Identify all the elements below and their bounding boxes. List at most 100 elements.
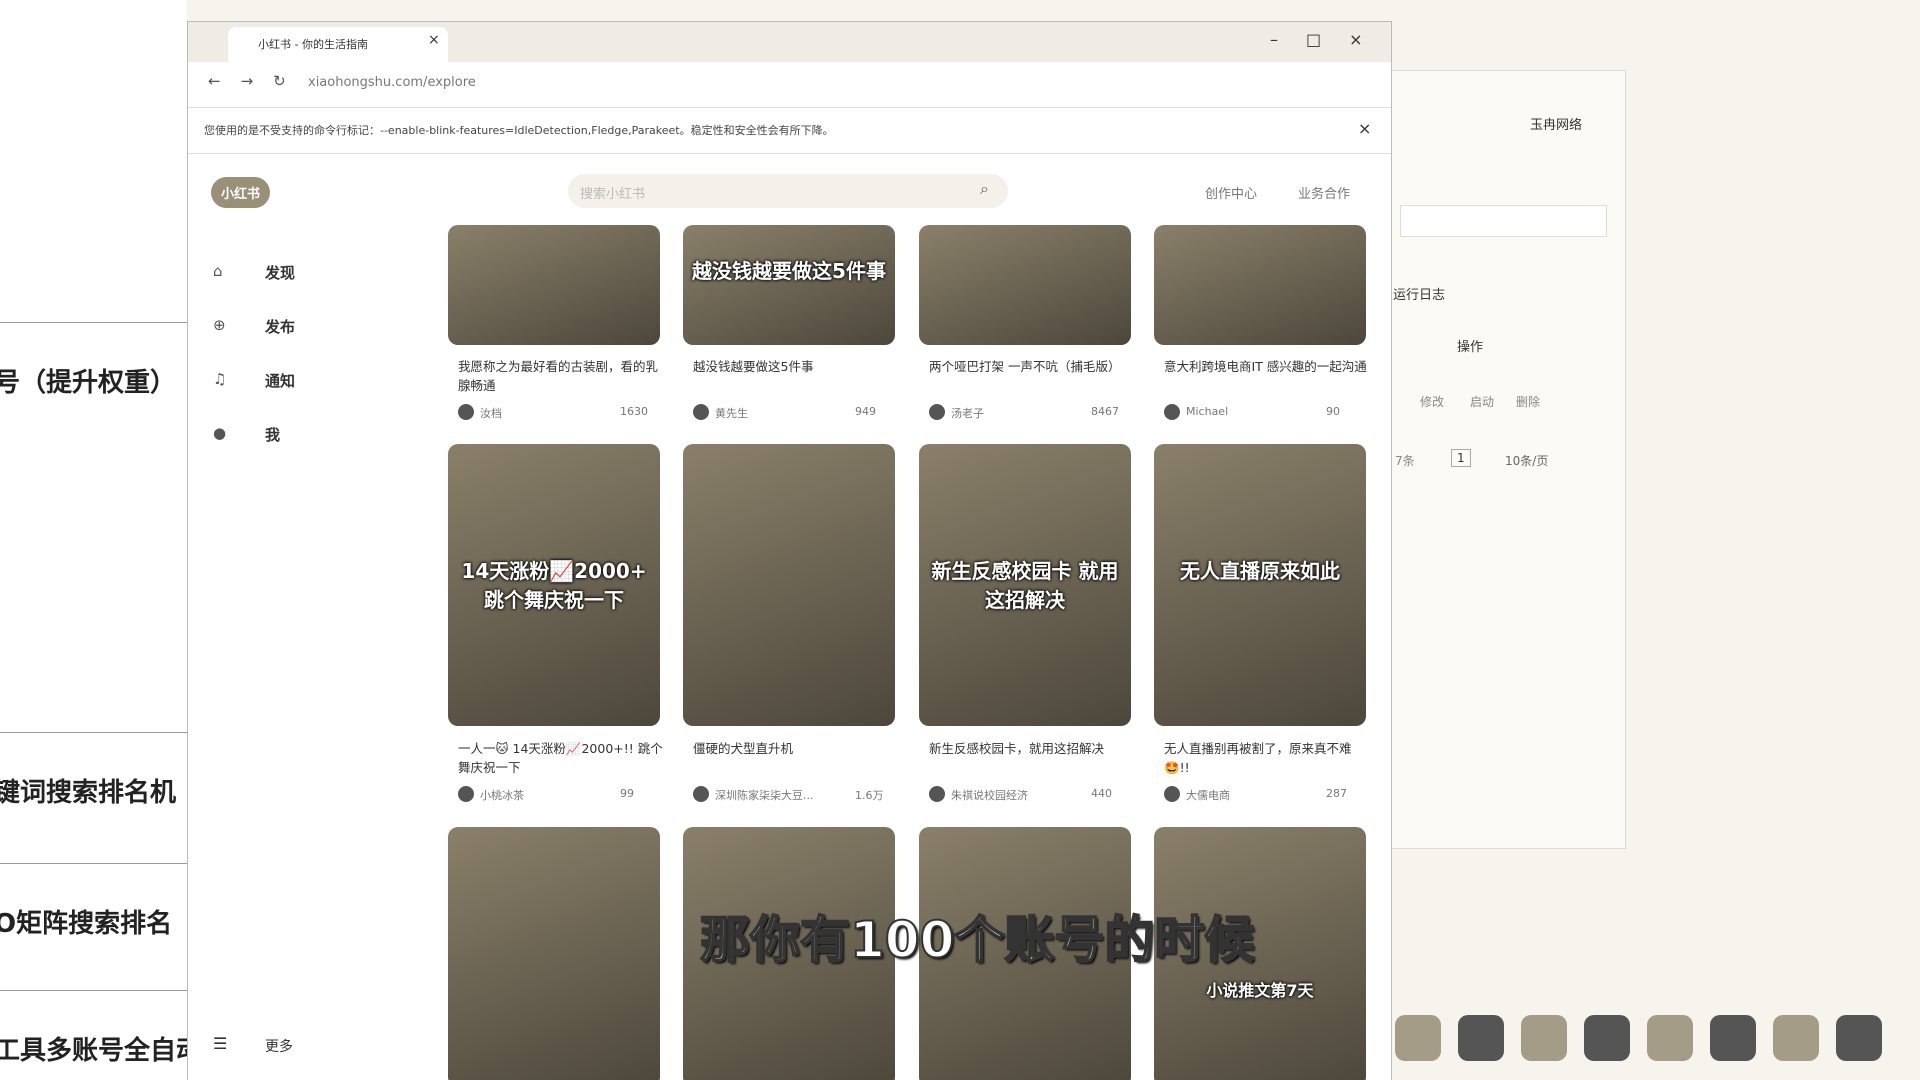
nav-link[interactable]: 创作中心: [1205, 187, 1258, 202]
side-more[interactable]: 更多: [265, 1039, 293, 1055]
card-overlay: 无人直播原来如此: [1180, 559, 1340, 583]
background-doc: [0, 0, 187, 1080]
side-icon[interactable]: ●: [213, 424, 227, 442]
card-author[interactable]: 黄先生: [715, 407, 748, 420]
per-page[interactable]: 10条/页: [1505, 454, 1549, 468]
card-likes[interactable]: 440: [1091, 787, 1112, 800]
card-likes[interactable]: 1.6万: [855, 789, 884, 802]
tray-icon[interactable]: [1710, 1015, 1756, 1061]
tab-title[interactable]: 小红书 - 你的生活指南: [258, 38, 368, 51]
tray-icon[interactable]: [1773, 1015, 1819, 1061]
side-item[interactable]: 发布: [265, 318, 296, 336]
doc-line: O矩阵搜索排名: [0, 909, 173, 939]
warning-text: 您使用的是不受支持的命令行标记：--enable-blink-features=…: [204, 124, 834, 137]
side-icon[interactable]: ☰: [213, 1034, 228, 1053]
action[interactable]: 启动: [1470, 395, 1495, 409]
side-item[interactable]: 我: [265, 426, 281, 444]
author-avatar[interactable]: [1164, 404, 1180, 420]
card-image[interactable]: 越没钱越要做这5件事: [683, 225, 895, 345]
action[interactable]: 删除: [1516, 395, 1541, 409]
card-author[interactable]: 深圳陈家柒柒大豆...: [715, 789, 814, 802]
toolbar-label[interactable]: 运行日志: [1393, 288, 1446, 303]
card-likes[interactable]: 90: [1326, 405, 1340, 418]
card-title[interactable]: 一人一🐱 14天涨粉📈2000+!! 跳个舞庆祝一下: [458, 741, 663, 775]
browser-window: 小红书 - 你的生活指南 × –□× ←→↻ xiaohongshu.com/e…: [187, 21, 1392, 1080]
tray-icon[interactable]: [1458, 1015, 1504, 1061]
card-image[interactable]: 新生反感校园卡 就用这招解决: [919, 444, 1131, 726]
doc-line: 键词搜索排名机: [0, 778, 177, 808]
tab-close[interactable]: ×: [428, 32, 440, 48]
card-title[interactable]: 新生反感校园卡，就用这招解决: [929, 741, 1105, 756]
doc-rule: [0, 863, 187, 864]
card-title[interactable]: 僵硬的犬型直升机: [693, 741, 794, 756]
search-box[interactable]: [568, 174, 1008, 208]
author-avatar[interactable]: [458, 404, 474, 420]
card-image[interactable]: [919, 827, 1131, 1080]
card-title[interactable]: 我愿称之为最好看的古装剧，看的乳腺畅通: [458, 359, 659, 393]
total: 7条: [1395, 454, 1415, 468]
card-author[interactable]: 朱祺说校园经济: [951, 789, 1028, 802]
card-image[interactable]: 14天涨粉📈2000+ 跳个舞庆祝一下: [448, 444, 660, 726]
card-overlay: 14天涨粉📈2000+ 跳个舞庆祝一下: [461, 559, 647, 612]
card-image[interactable]: [1154, 225, 1366, 345]
card-likes[interactable]: 1630: [620, 405, 648, 418]
author-avatar[interactable]: [693, 404, 709, 420]
card-overlay: 新生反感校园卡 就用这招解决: [931, 559, 1119, 612]
tab[interactable]: [228, 27, 448, 62]
search-placeholder[interactable]: 搜索小红书: [580, 187, 646, 202]
author-avatar[interactable]: [929, 404, 945, 420]
card-image[interactable]: [919, 225, 1131, 345]
side-icon[interactable]: ⊕: [213, 316, 226, 334]
tray-icon[interactable]: [1836, 1015, 1882, 1061]
doc-rule: [0, 990, 187, 991]
card-image[interactable]: 无人直播原来如此: [1154, 444, 1366, 726]
card-author[interactable]: 小桃冰茶: [480, 789, 524, 802]
author-avatar[interactable]: [693, 786, 709, 802]
card-author[interactable]: 汤老子: [951, 407, 984, 420]
side-item[interactable]: 通知: [265, 372, 296, 390]
card-likes[interactable]: 287: [1326, 787, 1347, 800]
window-controls[interactable]: –□×: [1270, 30, 1391, 49]
video-caption: 那你有100个账号的时候: [699, 910, 1255, 970]
card-image[interactable]: [683, 827, 895, 1080]
search-icon[interactable]: ⌕: [980, 179, 989, 198]
action[interactable]: 修改: [1420, 395, 1445, 409]
side-icon[interactable]: ⌂: [213, 262, 223, 280]
card-author[interactable]: 大儒电商: [1186, 789, 1230, 802]
tray-icon[interactable]: [1395, 1015, 1441, 1061]
input[interactable]: [1400, 205, 1607, 237]
card-author[interactable]: 汝档: [480, 407, 502, 420]
nav-link[interactable]: 业务合作: [1298, 187, 1351, 202]
card-likes[interactable]: 8467: [1091, 405, 1119, 418]
card-title[interactable]: 无人直播别再被割了，原来真不难🤩!!: [1164, 741, 1352, 775]
side-item[interactable]: 发现: [265, 264, 296, 282]
page[interactable]: 1: [1451, 449, 1471, 467]
tray-icon[interactable]: [1584, 1015, 1630, 1061]
background-window: [1390, 70, 1626, 849]
card-title[interactable]: 越没钱越要做这5件事: [693, 359, 814, 374]
logo[interactable]: 小红书: [211, 177, 271, 208]
doc-line: 号（提升权重）: [0, 368, 177, 398]
tray-icon[interactable]: [1521, 1015, 1567, 1061]
user-name[interactable]: 玉冉网络: [1530, 118, 1583, 133]
card-image[interactable]: 小说推文第7天: [1154, 827, 1366, 1080]
card-likes[interactable]: 949: [855, 405, 876, 418]
column-header: 操作: [1457, 340, 1484, 355]
card-image[interactable]: [448, 827, 660, 1080]
url[interactable]: xiaohongshu.com/explore: [308, 75, 476, 90]
card-author[interactable]: Michael: [1186, 405, 1229, 418]
author-avatar[interactable]: [458, 786, 474, 802]
doc-rule: [0, 322, 187, 323]
card-title[interactable]: 两个哑巴打架 一声不吭（捕毛版）: [929, 359, 1121, 374]
author-avatar[interactable]: [929, 786, 945, 802]
card-image[interactable]: [683, 444, 895, 726]
card-image[interactable]: [448, 225, 660, 345]
tray-icon[interactable]: [1647, 1015, 1693, 1061]
side-icon[interactable]: ♫: [213, 370, 227, 388]
doc-line: 工具多账号全自动: [0, 1036, 203, 1066]
nav-buttons[interactable]: ←→↻: [208, 72, 306, 90]
warning-close[interactable]: ×: [1358, 119, 1372, 138]
card-title[interactable]: 意大利跨境电商IT 感兴趣的一起沟通: [1164, 359, 1367, 374]
author-avatar[interactable]: [1164, 786, 1180, 802]
card-likes[interactable]: 99: [620, 787, 634, 800]
